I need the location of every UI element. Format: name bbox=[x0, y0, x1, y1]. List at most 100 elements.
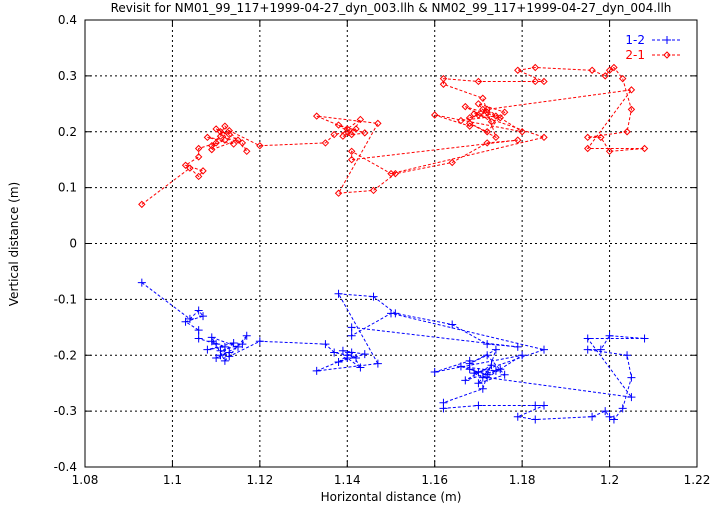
data-point bbox=[347, 155, 356, 164]
data-point bbox=[137, 278, 146, 287]
data-point bbox=[483, 351, 492, 360]
data-point bbox=[540, 77, 548, 86]
data-point bbox=[492, 133, 500, 142]
y-tick-label: -0.3 bbox=[54, 404, 77, 418]
data-point bbox=[474, 379, 483, 388]
data-point bbox=[496, 365, 505, 374]
data-point bbox=[181, 317, 190, 326]
data-point bbox=[352, 125, 360, 133]
data-point bbox=[500, 108, 509, 116]
data-point bbox=[347, 323, 356, 332]
x-tick-label: 1.12 bbox=[246, 473, 273, 487]
data-point bbox=[347, 147, 356, 156]
ticks: 1.08 1.1 1.12 1.14 1.16 1.18 1.2 1.22 0.4 0.3 0.2 0… bbox=[54, 13, 711, 487]
data-point bbox=[360, 350, 369, 359]
data-point bbox=[610, 63, 618, 72]
data-point bbox=[605, 412, 614, 421]
data-point bbox=[483, 108, 491, 116]
y-tick-label: 0.4 bbox=[58, 13, 77, 27]
data-point bbox=[618, 404, 627, 413]
data-point bbox=[334, 357, 343, 366]
data-point bbox=[374, 119, 382, 128]
data-point bbox=[618, 74, 627, 83]
data-point bbox=[216, 128, 225, 136]
data-point bbox=[225, 130, 233, 139]
data-point bbox=[334, 121, 343, 129]
legend-label-1-2: 1-2 bbox=[625, 33, 645, 47]
data-point bbox=[138, 200, 146, 209]
data-point bbox=[430, 368, 439, 377]
data-point bbox=[605, 331, 614, 340]
data-point bbox=[456, 362, 465, 371]
y-tick-label: 0.3 bbox=[58, 69, 77, 83]
data-point bbox=[605, 147, 614, 156]
data-point bbox=[212, 354, 221, 363]
data-point bbox=[343, 354, 352, 363]
data-point bbox=[343, 128, 351, 136]
series-line-2-1 bbox=[141, 66, 645, 205]
data-point bbox=[234, 342, 242, 351]
data-point bbox=[208, 145, 216, 154]
data-point bbox=[387, 169, 395, 178]
data-point bbox=[518, 351, 527, 360]
data-point bbox=[588, 412, 597, 421]
data-point bbox=[439, 74, 448, 83]
data-point bbox=[474, 368, 483, 377]
data-point bbox=[609, 415, 618, 424]
data-point bbox=[186, 164, 194, 172]
data-point bbox=[212, 340, 221, 349]
data-point bbox=[203, 133, 212, 142]
data-point bbox=[339, 132, 347, 140]
data-point bbox=[540, 401, 548, 410]
grid bbox=[85, 20, 697, 467]
data-point bbox=[312, 366, 321, 375]
data-point bbox=[627, 373, 636, 382]
data-point bbox=[623, 128, 631, 136]
data-point bbox=[321, 340, 330, 349]
data-point bbox=[338, 346, 347, 355]
data-point bbox=[330, 130, 338, 139]
data-point bbox=[531, 63, 539, 72]
data-point bbox=[518, 128, 526, 136]
data-point bbox=[225, 126, 233, 135]
data-point bbox=[487, 361, 496, 370]
data-point bbox=[220, 342, 229, 351]
data-point bbox=[212, 139, 220, 147]
data-point bbox=[465, 356, 474, 365]
data-point bbox=[225, 352, 234, 361]
data-point bbox=[347, 348, 356, 357]
data-point bbox=[330, 348, 339, 357]
plot-frame bbox=[84, 19, 698, 468]
data-point bbox=[491, 366, 500, 375]
data-point bbox=[461, 376, 470, 385]
data-point bbox=[540, 345, 548, 354]
data-point bbox=[500, 370, 509, 379]
data-point bbox=[627, 393, 636, 402]
data-point bbox=[255, 337, 264, 346]
data-point bbox=[194, 306, 203, 315]
data-point bbox=[601, 407, 610, 416]
data-point bbox=[496, 114, 504, 122]
data-point bbox=[334, 289, 343, 298]
y-tick-label: -0.2 bbox=[54, 348, 77, 362]
data-point bbox=[601, 72, 609, 80]
data-point bbox=[199, 167, 207, 175]
data-point bbox=[431, 111, 439, 119]
x-tick-label: 1.1 bbox=[163, 473, 182, 487]
data-point bbox=[321, 139, 330, 147]
x-tick-label: 1.18 bbox=[509, 473, 536, 487]
data-point bbox=[487, 117, 496, 126]
data-point bbox=[483, 340, 492, 349]
data-point bbox=[194, 144, 203, 153]
data-point bbox=[439, 404, 448, 413]
series-layer bbox=[137, 63, 649, 424]
data-point bbox=[584, 144, 592, 153]
data-point bbox=[470, 110, 478, 118]
data-point bbox=[514, 66, 522, 74]
data-point bbox=[216, 346, 225, 355]
data-point bbox=[465, 119, 474, 128]
data-point bbox=[540, 133, 548, 142]
data-point bbox=[583, 345, 592, 354]
legend-marker-2-1 bbox=[663, 51, 671, 59]
